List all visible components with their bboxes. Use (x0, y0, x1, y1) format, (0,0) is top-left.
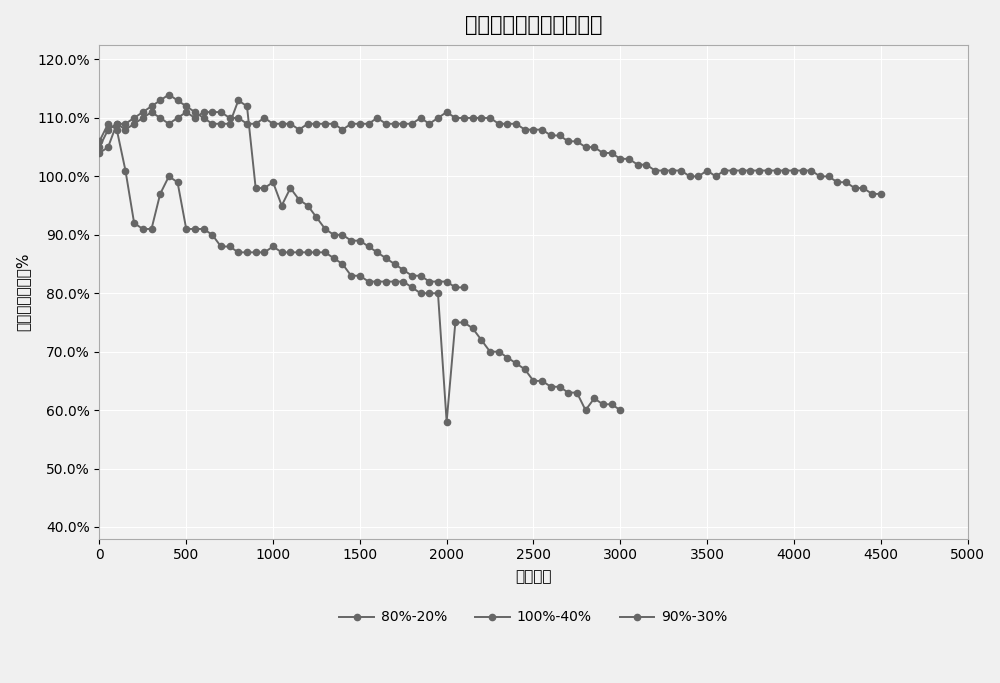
80%-20% (93, 149, 105, 157)
100%-40% (562, 389, 574, 397)
90%-30% (224, 120, 236, 128)
90%-30% (250, 184, 262, 192)
90%-30% (284, 184, 296, 192)
90%-30% (128, 114, 140, 122)
90%-30% (336, 231, 348, 239)
100%-40% (415, 289, 427, 297)
90%-30% (310, 213, 322, 221)
Y-axis label: 与剩余容量比值%: 与剩余容量比值% (15, 253, 30, 331)
90%-30% (458, 283, 470, 292)
Line: 90%-30%: 90%-30% (96, 92, 467, 290)
90%-30% (111, 120, 123, 128)
90%-30% (146, 102, 158, 111)
80%-20% (762, 167, 774, 175)
90%-30% (293, 195, 305, 204)
90%-30% (363, 242, 375, 251)
100%-40% (224, 242, 236, 251)
100%-40% (284, 248, 296, 256)
80%-20% (302, 120, 314, 128)
90%-30% (345, 236, 357, 245)
X-axis label: 循环次数: 循环次数 (515, 570, 552, 585)
100%-40% (441, 418, 453, 426)
90%-30% (389, 260, 401, 268)
90%-30% (449, 283, 461, 292)
90%-30% (380, 254, 392, 262)
80%-20% (198, 108, 210, 116)
80%-20% (554, 131, 566, 139)
90%-30% (319, 225, 331, 233)
90%-30% (137, 108, 149, 116)
Line: 80%-20%: 80%-20% (96, 109, 884, 197)
Legend: 80%-20%, 100%-40%, 90%-30%: 80%-20%, 100%-40%, 90%-30% (334, 605, 733, 630)
90%-30% (154, 96, 166, 104)
90%-30% (206, 120, 218, 128)
90%-30% (441, 277, 453, 285)
90%-30% (102, 126, 114, 134)
90%-30% (276, 201, 288, 210)
90%-30% (119, 120, 131, 128)
90%-30% (163, 90, 175, 98)
90%-30% (354, 236, 366, 245)
90%-30% (180, 102, 192, 111)
90%-30% (406, 272, 418, 280)
100%-40% (380, 277, 392, 285)
90%-30% (423, 277, 435, 285)
90%-30% (232, 96, 244, 104)
80%-20% (857, 184, 869, 192)
80%-20% (146, 108, 158, 116)
90%-30% (267, 178, 279, 186)
90%-30% (215, 120, 227, 128)
100%-40% (93, 137, 105, 145)
90%-30% (198, 114, 210, 122)
90%-30% (172, 96, 184, 104)
100%-40% (206, 231, 218, 239)
90%-30% (302, 201, 314, 210)
90%-30% (241, 102, 253, 111)
90%-30% (93, 143, 105, 151)
80%-20% (875, 190, 887, 198)
90%-30% (371, 248, 383, 256)
90%-30% (189, 108, 201, 116)
Title: 三种循环制式的寿命曲线: 三种循环制式的寿命曲线 (465, 15, 602, 35)
90%-30% (258, 184, 270, 192)
90%-30% (328, 231, 340, 239)
100%-40% (614, 406, 626, 414)
80%-20% (284, 120, 296, 128)
90%-30% (397, 266, 409, 274)
100%-40% (102, 120, 114, 128)
Line: 100%-40%: 100%-40% (96, 121, 623, 425)
90%-30% (415, 272, 427, 280)
80%-20% (866, 190, 878, 198)
90%-30% (432, 277, 444, 285)
